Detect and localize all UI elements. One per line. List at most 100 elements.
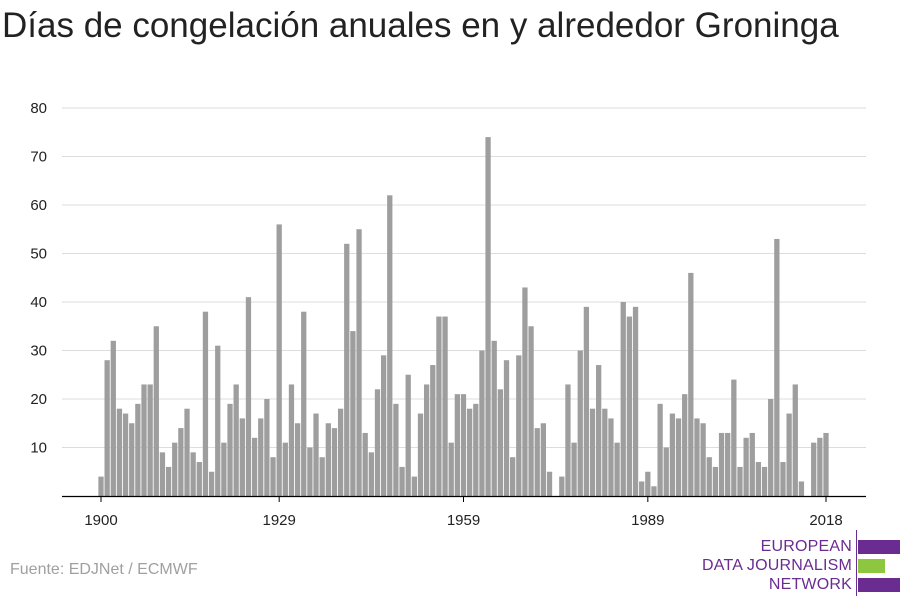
bar-2010 (774, 238, 780, 496)
bar-1921 (227, 403, 233, 496)
y-tick-label: 50 (30, 246, 47, 263)
bar-1925 (251, 437, 258, 496)
bar-1978 (577, 350, 583, 496)
bar-1932 (294, 423, 301, 496)
bar-1946 (380, 355, 387, 496)
bar-2007 (755, 462, 762, 496)
bar-1906 (135, 403, 141, 496)
source-note: Fuente: EDJNet / ECMWF (10, 561, 198, 578)
y-tick-label: 70 (30, 149, 47, 166)
bar-1929 (276, 224, 282, 496)
bar-1912 (172, 442, 178, 496)
bar-1931 (288, 384, 295, 496)
bar-1998 (700, 423, 706, 496)
bar-2018 (823, 432, 829, 496)
x-tick-label: 1989 (631, 512, 664, 529)
bar-1942 (356, 229, 362, 496)
bar-1953 (423, 384, 430, 496)
y-tick-label: 80 (30, 100, 47, 117)
bar-1920 (221, 442, 227, 496)
logo-divider (856, 530, 857, 596)
bar-1994 (675, 418, 682, 496)
logo-line-1: EUROPEAN (760, 538, 852, 555)
bar-2012 (786, 413, 792, 496)
bar-1951 (411, 476, 417, 496)
bar-1908 (147, 384, 153, 496)
logo-line-3: NETWORK (768, 576, 852, 593)
logo-bar-purple-bottom (858, 578, 900, 592)
bar-1924 (245, 297, 252, 496)
bar-1915 (190, 452, 196, 496)
y-tick-label: 60 (30, 197, 47, 214)
bar-1980 (589, 408, 596, 496)
edjnet-logo: EUROPEAN DATA JOURNALISM NETWORK (700, 530, 900, 598)
bar-1997 (694, 418, 700, 496)
y-tick-label: 10 (30, 440, 47, 457)
bar-1967 (510, 457, 516, 496)
bar-1939 (337, 408, 344, 496)
bar-1904 (122, 413, 129, 496)
bar-1959 (460, 394, 467, 496)
bar-1958 (454, 394, 460, 496)
x-tick-label: 1959 (447, 512, 480, 529)
bar-1983 (608, 418, 614, 496)
bar-1919 (215, 345, 221, 496)
bar-1922 (233, 384, 239, 496)
bar-1937 (325, 423, 331, 496)
logo-line-2: DATA JOURNALISM (702, 557, 852, 574)
bar-2014 (798, 481, 805, 496)
bar-2011 (780, 462, 786, 496)
bar-1950 (405, 374, 411, 496)
bar-1909 (153, 326, 159, 496)
bar-2009 (768, 399, 774, 496)
bar-1999 (706, 457, 712, 496)
bar-2016 (811, 442, 817, 496)
bar-2000 (712, 466, 719, 496)
bar-1947 (387, 195, 393, 497)
bar-1927 (264, 399, 270, 496)
bar-1984 (614, 442, 620, 496)
bar-1975 (559, 476, 565, 496)
bar-1914 (184, 408, 190, 496)
bar-1905 (129, 423, 135, 496)
y-tick-labels: 10 20 30 40 50 60 70 80 (30, 100, 47, 457)
bar-1907 (141, 384, 147, 496)
bar-2001 (718, 432, 725, 496)
bar-1993 (669, 413, 676, 496)
bar-1936 (319, 457, 325, 496)
bar-1928 (270, 457, 276, 496)
bar-1910 (159, 452, 166, 496)
bar-1949 (399, 466, 405, 496)
bar-1973 (546, 471, 553, 496)
bar-1913 (178, 428, 184, 496)
bar-1972 (540, 423, 547, 496)
bar-2008 (761, 466, 768, 496)
y-tick-label: 40 (30, 294, 47, 311)
bar-1991 (657, 403, 663, 496)
bar-2013 (792, 384, 798, 496)
y-tick-label: 20 (30, 391, 47, 408)
bar-1992 (663, 447, 669, 496)
bar-1945 (374, 389, 381, 496)
bar-1995 (682, 394, 688, 496)
bar-1954 (430, 365, 436, 496)
logo-bar-purple-top (858, 540, 900, 554)
bar-1964 (491, 340, 497, 496)
bar-1961 (473, 403, 479, 496)
bar-1996 (688, 272, 694, 496)
bar-1930 (282, 442, 288, 496)
bar-2005 (743, 437, 749, 496)
bar-1938 (331, 428, 338, 496)
bar-1956 (442, 316, 448, 496)
bar-1988 (639, 481, 645, 496)
bar-1963 (485, 137, 491, 496)
bar-1943 (362, 432, 368, 496)
bar-1986 (626, 316, 633, 496)
bar-1962 (479, 350, 485, 496)
chart-title: Días de congelación anuales en y alreded… (2, 6, 839, 45)
bar-1990 (651, 486, 657, 496)
bar-2006 (749, 432, 755, 496)
bar-1948 (393, 403, 399, 496)
x-tick-label: 1929 (262, 512, 295, 529)
bar-1987 (632, 306, 639, 496)
